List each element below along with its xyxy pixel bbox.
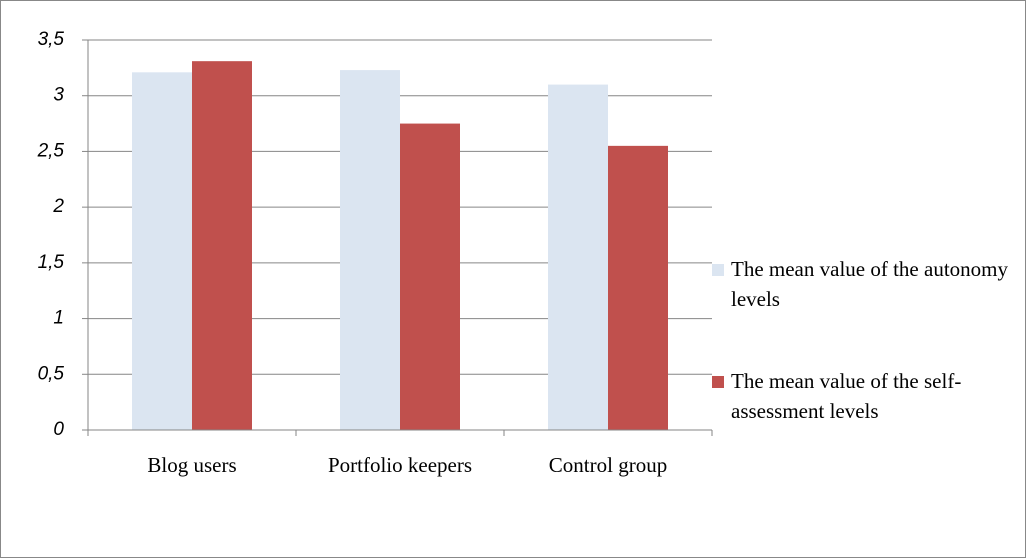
- legend-label: The mean value of the self-assessment le…: [731, 369, 962, 423]
- bar: [400, 123, 460, 431]
- y-tick-label: 3,5: [38, 29, 65, 50]
- bar: [340, 70, 400, 430]
- x-tick-label: Control group: [549, 453, 667, 477]
- legend-entry: The mean value of the autonomy levels: [712, 254, 1018, 314]
- y-tick-label: 2: [52, 196, 64, 217]
- y-tick-label: 0: [53, 419, 64, 440]
- x-tick-label: Portfolio keepers: [328, 453, 472, 477]
- bar: [192, 61, 252, 431]
- bar: [608, 145, 668, 430]
- bar: [548, 84, 608, 431]
- legend-entry: The mean value of the self-assessment le…: [712, 366, 1018, 426]
- x-tick-label: Blog users: [147, 453, 236, 477]
- y-tick-label: 1,5: [38, 252, 65, 273]
- y-tick-label: 0,5: [38, 363, 65, 384]
- bar: [132, 72, 192, 431]
- y-tick-label: 1: [53, 308, 64, 329]
- legend-swatch: [712, 376, 724, 388]
- legend-swatch: [712, 264, 724, 276]
- y-tick-label: 3: [53, 85, 64, 106]
- y-tick-label: 2,5: [37, 140, 65, 161]
- legend-label: The mean value of the autonomy levels: [731, 257, 1008, 311]
